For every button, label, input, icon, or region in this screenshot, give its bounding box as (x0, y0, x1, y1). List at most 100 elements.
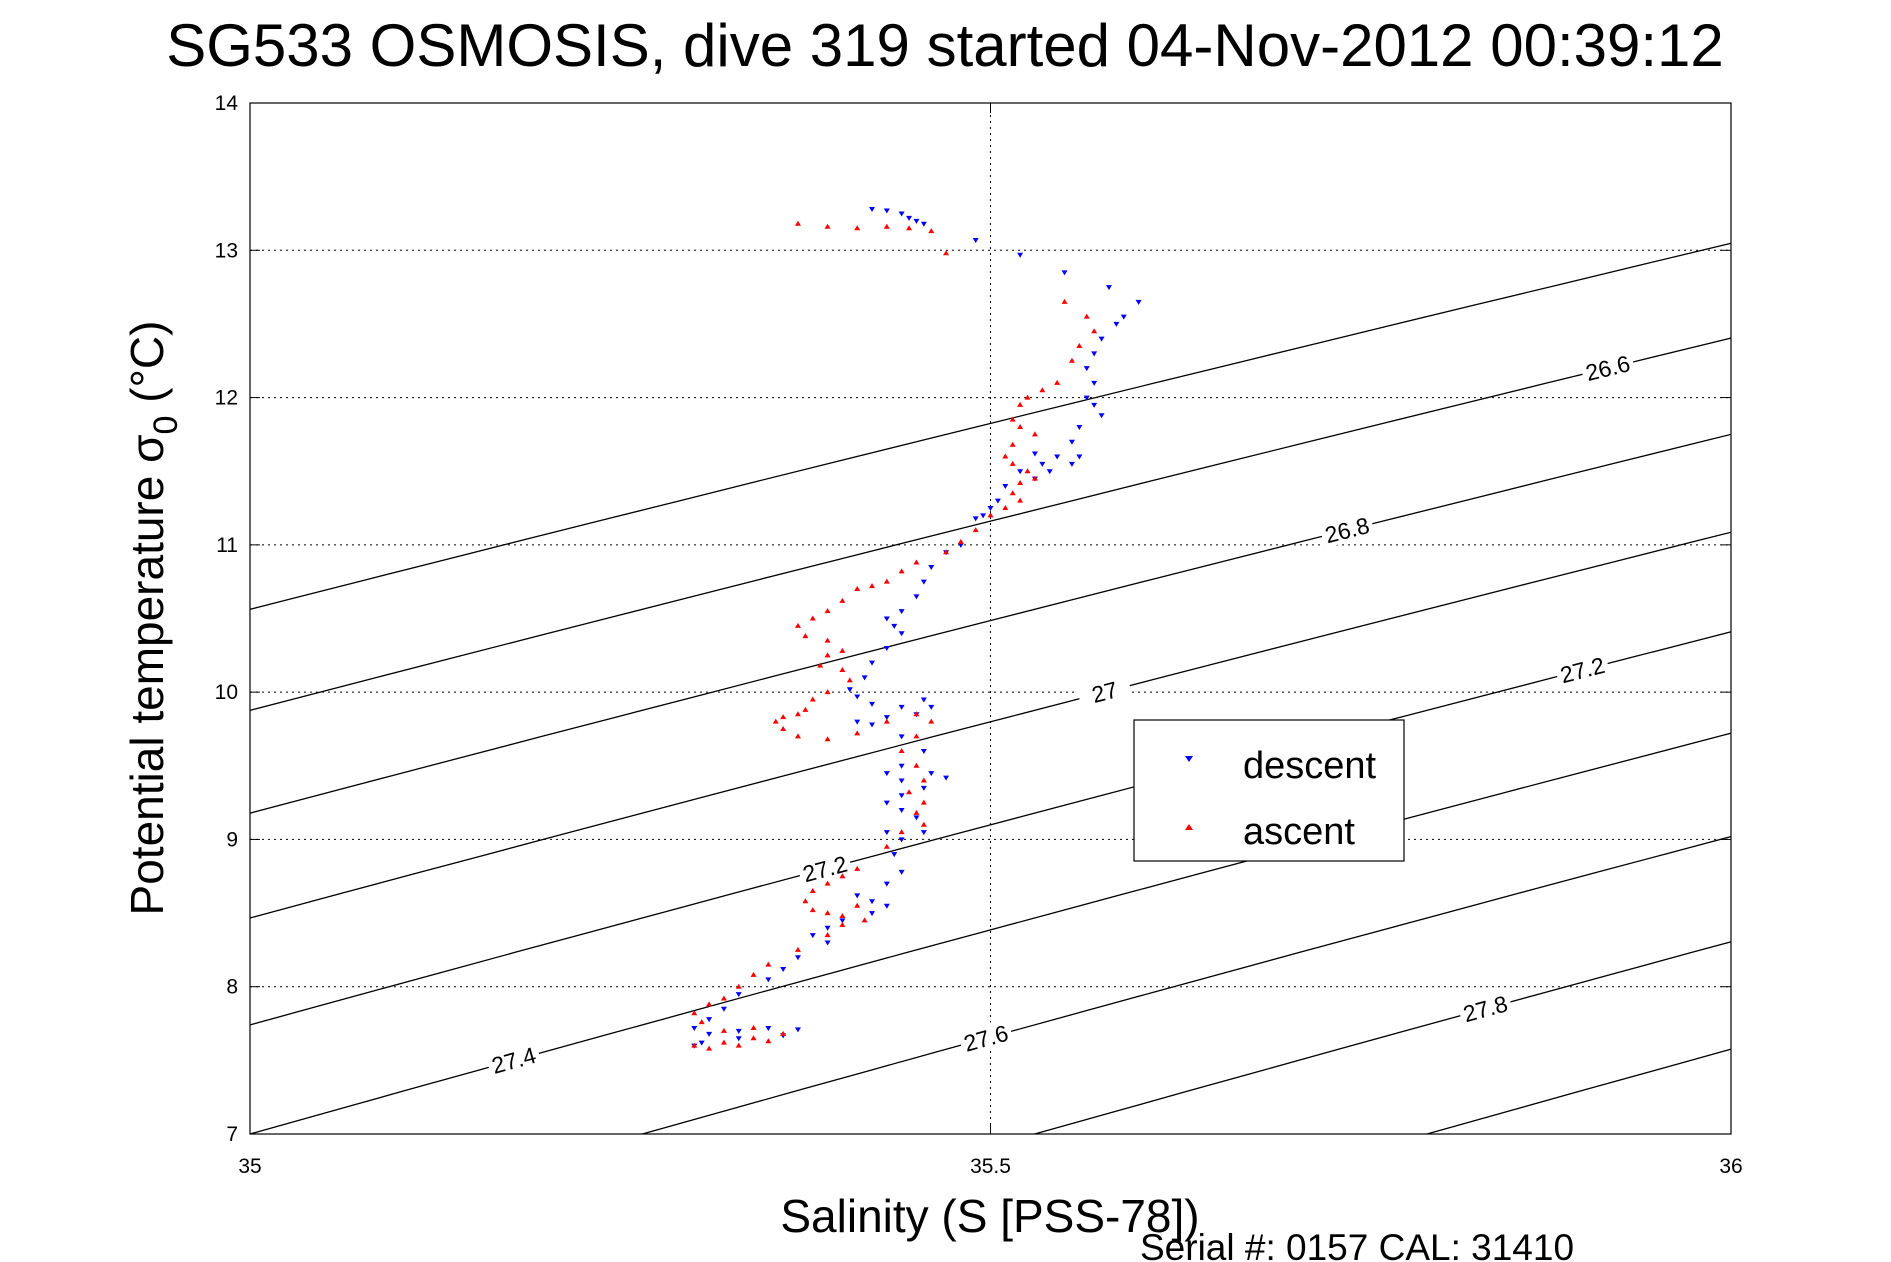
descent-point-44 (883, 645, 890, 651)
ascent-point-89 (691, 1010, 698, 1016)
descent-point-38 (920, 579, 927, 585)
descent-point-80 (824, 925, 831, 931)
descent-point-4 (913, 218, 920, 224)
ascent-point-5 (928, 228, 935, 234)
ascent-point-82 (824, 932, 831, 938)
ascent-point-71 (854, 865, 861, 871)
contour-label-bg-1-0 (1579, 348, 1636, 386)
ascent-point-90 (698, 1019, 705, 1025)
descent-point-3 (906, 215, 913, 221)
ascent-point-69 (898, 829, 905, 835)
descent-point-48 (854, 694, 861, 700)
ascent-point-58 (883, 718, 890, 724)
descent-point-27 (1054, 454, 1061, 460)
descent-point-67 (898, 807, 905, 813)
ascent-point-52 (780, 714, 787, 720)
descent-point-68 (913, 815, 920, 821)
descent-point-50 (898, 704, 905, 710)
x-tick-label-1: 35.5 (970, 1155, 1011, 1178)
ascent-point-21 (1009, 460, 1016, 466)
ascent-point-36 (854, 586, 861, 592)
descent-point-72 (891, 852, 898, 858)
ascent-point-13 (1039, 387, 1046, 393)
descent-point-18 (1091, 402, 1098, 408)
descent-point-60 (883, 771, 890, 777)
ascent-point-4 (906, 225, 913, 231)
descent-point-66 (883, 800, 890, 806)
ascent-point-55 (794, 733, 801, 739)
legend-descent-label: descent (1243, 745, 1377, 787)
descent-point-65 (898, 793, 905, 799)
ascent-point-64 (920, 777, 927, 783)
descent-point-85 (765, 977, 772, 983)
ascent-point-1 (824, 223, 831, 229)
x-tick-label-0: 35 (238, 1155, 261, 1178)
chart-title: SG533 OSMOSIS, dive 319 started 04-Nov-2… (166, 12, 1724, 79)
ascent-point-67 (913, 809, 920, 815)
descent-point-70 (898, 837, 905, 843)
y-axis-label-main: Potential temperature σ (121, 434, 173, 915)
ascent-point-53 (772, 718, 779, 724)
ascent-point-2 (854, 225, 861, 231)
descent-point-58 (920, 749, 927, 755)
ascent-point-43 (839, 647, 846, 653)
ascent-point-61 (913, 733, 920, 739)
descent-point-91 (735, 1028, 742, 1034)
descent-point-10 (1135, 299, 1142, 305)
axis-ticks: 35 35.5 36 7 8 9 10 11 12 13 14 (215, 92, 1743, 1178)
descent-point-37 (928, 564, 935, 570)
descent-point-31 (994, 498, 1001, 504)
descent-point-69 (920, 830, 927, 836)
ascent-point-75 (802, 898, 809, 904)
ascent-point-85 (750, 971, 757, 977)
descent-point-55 (854, 719, 861, 725)
ascent-point-60 (928, 718, 935, 724)
descent-point-43 (898, 631, 905, 637)
ascent-point-39 (809, 615, 816, 621)
ascent-point-76 (809, 907, 816, 913)
descent-point-20 (1076, 425, 1083, 431)
y-axis-label: Potential temperature σ0 (°C) (121, 321, 185, 916)
descent-point-16 (1091, 380, 1098, 386)
descent-point-8 (1061, 270, 1068, 276)
ascent-point-84 (765, 961, 772, 967)
descent-point-78 (869, 911, 876, 917)
descent-point-61 (898, 778, 905, 784)
ascent-point-38 (824, 608, 831, 614)
descent-point-22 (1076, 454, 1083, 460)
descent-point-40 (898, 609, 905, 615)
descent-point-88 (706, 1017, 713, 1023)
ascent-point-35 (869, 583, 876, 589)
descent-point-7 (1017, 252, 1024, 258)
contour-label-bg-3-0 (1075, 672, 1133, 711)
descent-point-0 (869, 207, 876, 213)
descent-point-51 (920, 697, 927, 703)
y-tick-label-1: 8 (226, 976, 238, 999)
descent-point-86 (735, 992, 742, 998)
ascent-point-6 (943, 250, 950, 256)
ascent-point-86 (735, 983, 742, 989)
ascent-point-59 (913, 711, 920, 717)
ascent-point-23 (1031, 475, 1038, 481)
descent-point-41 (883, 616, 890, 622)
grid-lines (250, 103, 1731, 1134)
ascent-point-14 (1024, 394, 1031, 400)
contour-label-bg-5-0 (485, 1039, 543, 1079)
ascent-point-44 (824, 652, 831, 658)
y-tick-label-0: 7 (226, 1123, 238, 1146)
descent-point-92 (765, 1025, 772, 1031)
descent-point-11 (1120, 314, 1127, 320)
ascent-point-41 (802, 633, 809, 639)
ascent-point-63 (913, 762, 920, 768)
ascent-point-22 (1024, 468, 1031, 474)
contour-27.4 (250, 732, 1731, 1134)
ascent-point-32 (913, 559, 920, 565)
legend-box (1133, 719, 1405, 862)
contour-label-bg-4-1 (1553, 650, 1611, 689)
descent-point-24 (1046, 469, 1053, 475)
ascent-point-66 (920, 799, 927, 805)
y-axis-label-subscript: 0 (147, 416, 185, 435)
descent-point-59 (898, 763, 905, 769)
descent-point-6 (972, 237, 979, 243)
descent-point-9 (1105, 285, 1112, 291)
